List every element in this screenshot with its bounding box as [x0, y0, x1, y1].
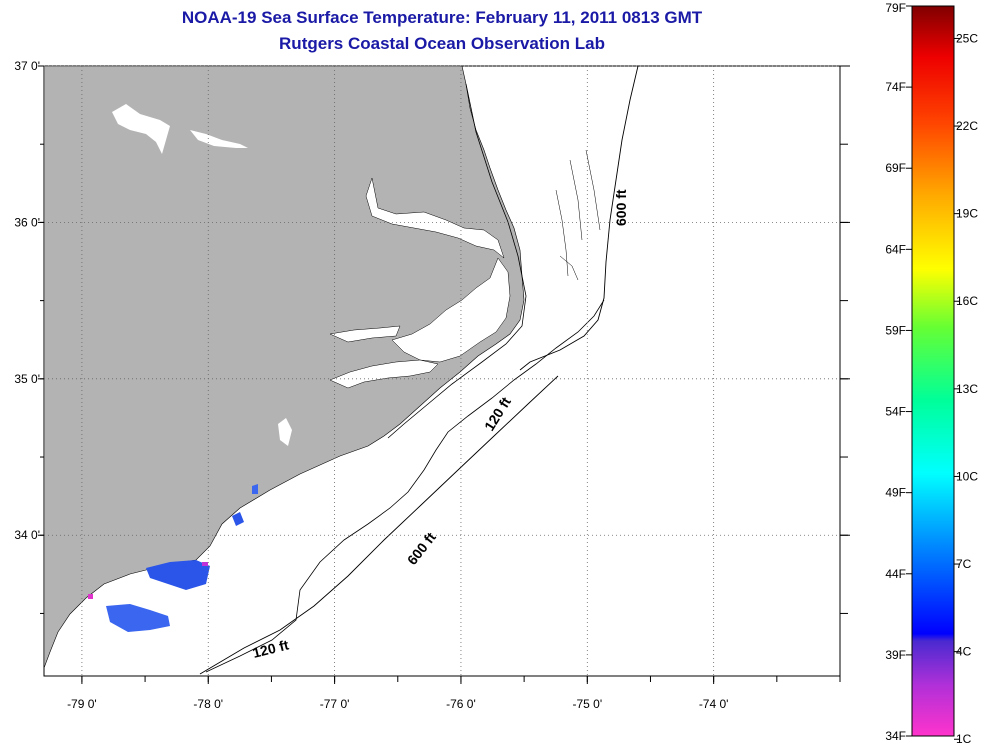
lat-label: 35 0' [14, 372, 40, 386]
colorbar-label-c: 1C [956, 732, 972, 746]
lat-label: 36 0' [14, 215, 40, 229]
colorbar-label-f: 79F [885, 1, 906, 15]
colorbar-label-f: 54F [885, 405, 906, 419]
lon-label: -76 0' [446, 697, 476, 711]
outer-banks [387, 83, 527, 439]
map-title: NOAA-19 Sea Surface Temperature: Februar… [181, 8, 703, 27]
colorbar-label-c: 4C [956, 645, 972, 659]
colorbar-label-c: 25C [956, 31, 978, 45]
graticule [38, 65, 850, 684]
map-subtitle: Rutgers Coastal Ocean Observation Lab [279, 34, 605, 53]
isobath-label-600ft-north: 600 ft [613, 189, 629, 226]
isobath-120ft [205, 299, 605, 673]
latitude-labels: 37 0' 36 0' 35 0' 34 0' [14, 59, 40, 542]
sst-data-patches [88, 484, 258, 632]
isobath-600ft-north [519, 66, 639, 371]
colorbar-label-c: 13C [956, 382, 978, 396]
shoal-lines [555, 149, 601, 281]
lat-label: 34 0' [14, 528, 40, 542]
color-bar [911, 5, 955, 737]
isobath-600ft-south [199, 375, 559, 675]
colorbar-label-f: 44F [885, 567, 906, 581]
lat-label: 37 0' [14, 59, 40, 73]
lon-label: -74 0' [699, 697, 729, 711]
colorbar-label-c: 16C [956, 294, 978, 308]
lon-label: -79 0' [67, 697, 97, 711]
colorbar-label-c: 10C [956, 469, 978, 483]
colorbar-label-f: 34F [885, 729, 906, 743]
longitude-labels: -79 0' -78 0' -77 0' -76 0' -75 0' -74 0' [67, 697, 728, 711]
pamlico-river [329, 325, 401, 343]
colorbar-label-f: 59F [885, 323, 906, 337]
colorbar-label-c: 22C [956, 119, 978, 133]
colorbar-label-f: 39F [885, 648, 906, 662]
neuse-river [329, 359, 439, 389]
lon-label: -77 0' [320, 697, 350, 711]
colorbar-label-f: 64F [885, 242, 906, 256]
colorbar-celsius-labels: 25C 22C 19C 16C 13C 10C 7C 4C 1C [954, 31, 978, 746]
colorbar-label-f: 69F [885, 161, 906, 175]
lon-label: -75 0' [572, 697, 602, 711]
lake-1 [112, 104, 170, 154]
colorbar-label-c: 7C [956, 557, 972, 571]
colorbar-label-c: 19C [956, 207, 978, 221]
pamlico-sound [391, 257, 511, 363]
lake-2 [190, 130, 248, 148]
lake-3 [278, 418, 292, 446]
colorbar-fahrenheit-labels: 79F 74F 69F 64F 59F 54F 49F 44F 39F 34F [885, 1, 912, 743]
colorbar-label-f: 49F [885, 486, 906, 500]
lon-label: -78 0' [193, 697, 223, 711]
colorbar-label-f: 74F [885, 80, 906, 94]
